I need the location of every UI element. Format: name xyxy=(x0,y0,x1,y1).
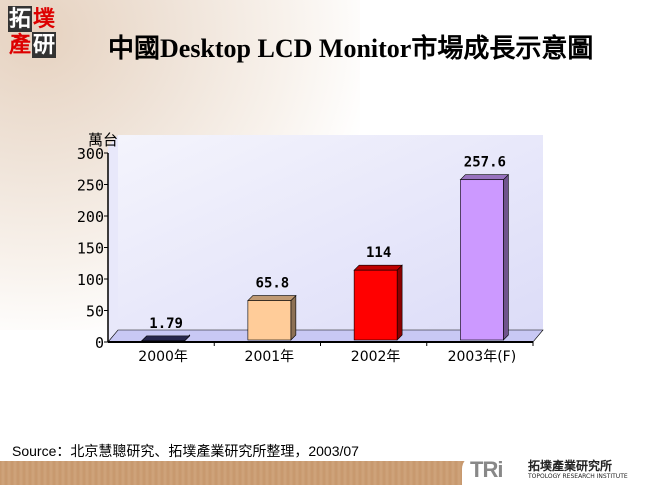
y-tick-label: 200 xyxy=(77,208,104,226)
data-label: 114 xyxy=(366,245,391,261)
bar-top xyxy=(459,174,510,181)
source-note: Source：北京慧聰研究、拓墣產業研究所整理，2003/07 xyxy=(12,443,359,459)
bar-top xyxy=(247,295,297,301)
bar xyxy=(141,340,185,342)
data-label: 257.6 xyxy=(464,155,506,171)
logo-char: 拓 xyxy=(8,6,32,32)
logo-char: 研 xyxy=(32,32,56,58)
bar xyxy=(247,300,292,341)
data-label: 65.8 xyxy=(256,276,290,292)
bar xyxy=(460,179,504,341)
logo-char: 產 xyxy=(8,32,31,58)
bar-side xyxy=(290,294,297,341)
y-axis-label: 萬台 xyxy=(88,131,118,149)
x-tick-label: 2002年 xyxy=(351,349,401,365)
logo-char: 墣 xyxy=(32,6,55,32)
company-logo: 拓墣產研 xyxy=(8,6,58,58)
bar-top xyxy=(353,264,403,271)
bar xyxy=(353,269,398,341)
footer-logo: TRi 拓墣產業研究所 TOPOLOGY RESEARCH INSTITUTE xyxy=(462,455,650,485)
x-tick-label: 2003年(F) xyxy=(448,349,517,365)
tri-mark: TRi xyxy=(470,457,503,482)
institute-name-en: TOPOLOGY RESEARCH INSTITUTE xyxy=(528,473,628,480)
data-label: 1.79 xyxy=(149,316,183,332)
bar-side xyxy=(396,264,403,341)
y-tick-label: 0 xyxy=(95,334,104,352)
y-tick-label: 150 xyxy=(77,240,104,258)
y-tick-label: 300 xyxy=(77,145,104,163)
slide-title: 中國Desktop LCD Monitor市場成長示意圖 xyxy=(108,34,594,63)
y-tick-label: 250 xyxy=(77,177,104,195)
side-wall xyxy=(108,135,118,342)
institute-name-cn: 拓墣產業研究所 xyxy=(528,459,613,473)
x-tick-label: 2001年 xyxy=(245,349,295,365)
bar-top xyxy=(140,335,191,342)
x-tick-label: 2000年 xyxy=(138,349,188,365)
y-tick-label: 50 xyxy=(86,303,104,321)
bar-side xyxy=(503,173,509,341)
y-tick-label: 100 xyxy=(77,271,104,289)
